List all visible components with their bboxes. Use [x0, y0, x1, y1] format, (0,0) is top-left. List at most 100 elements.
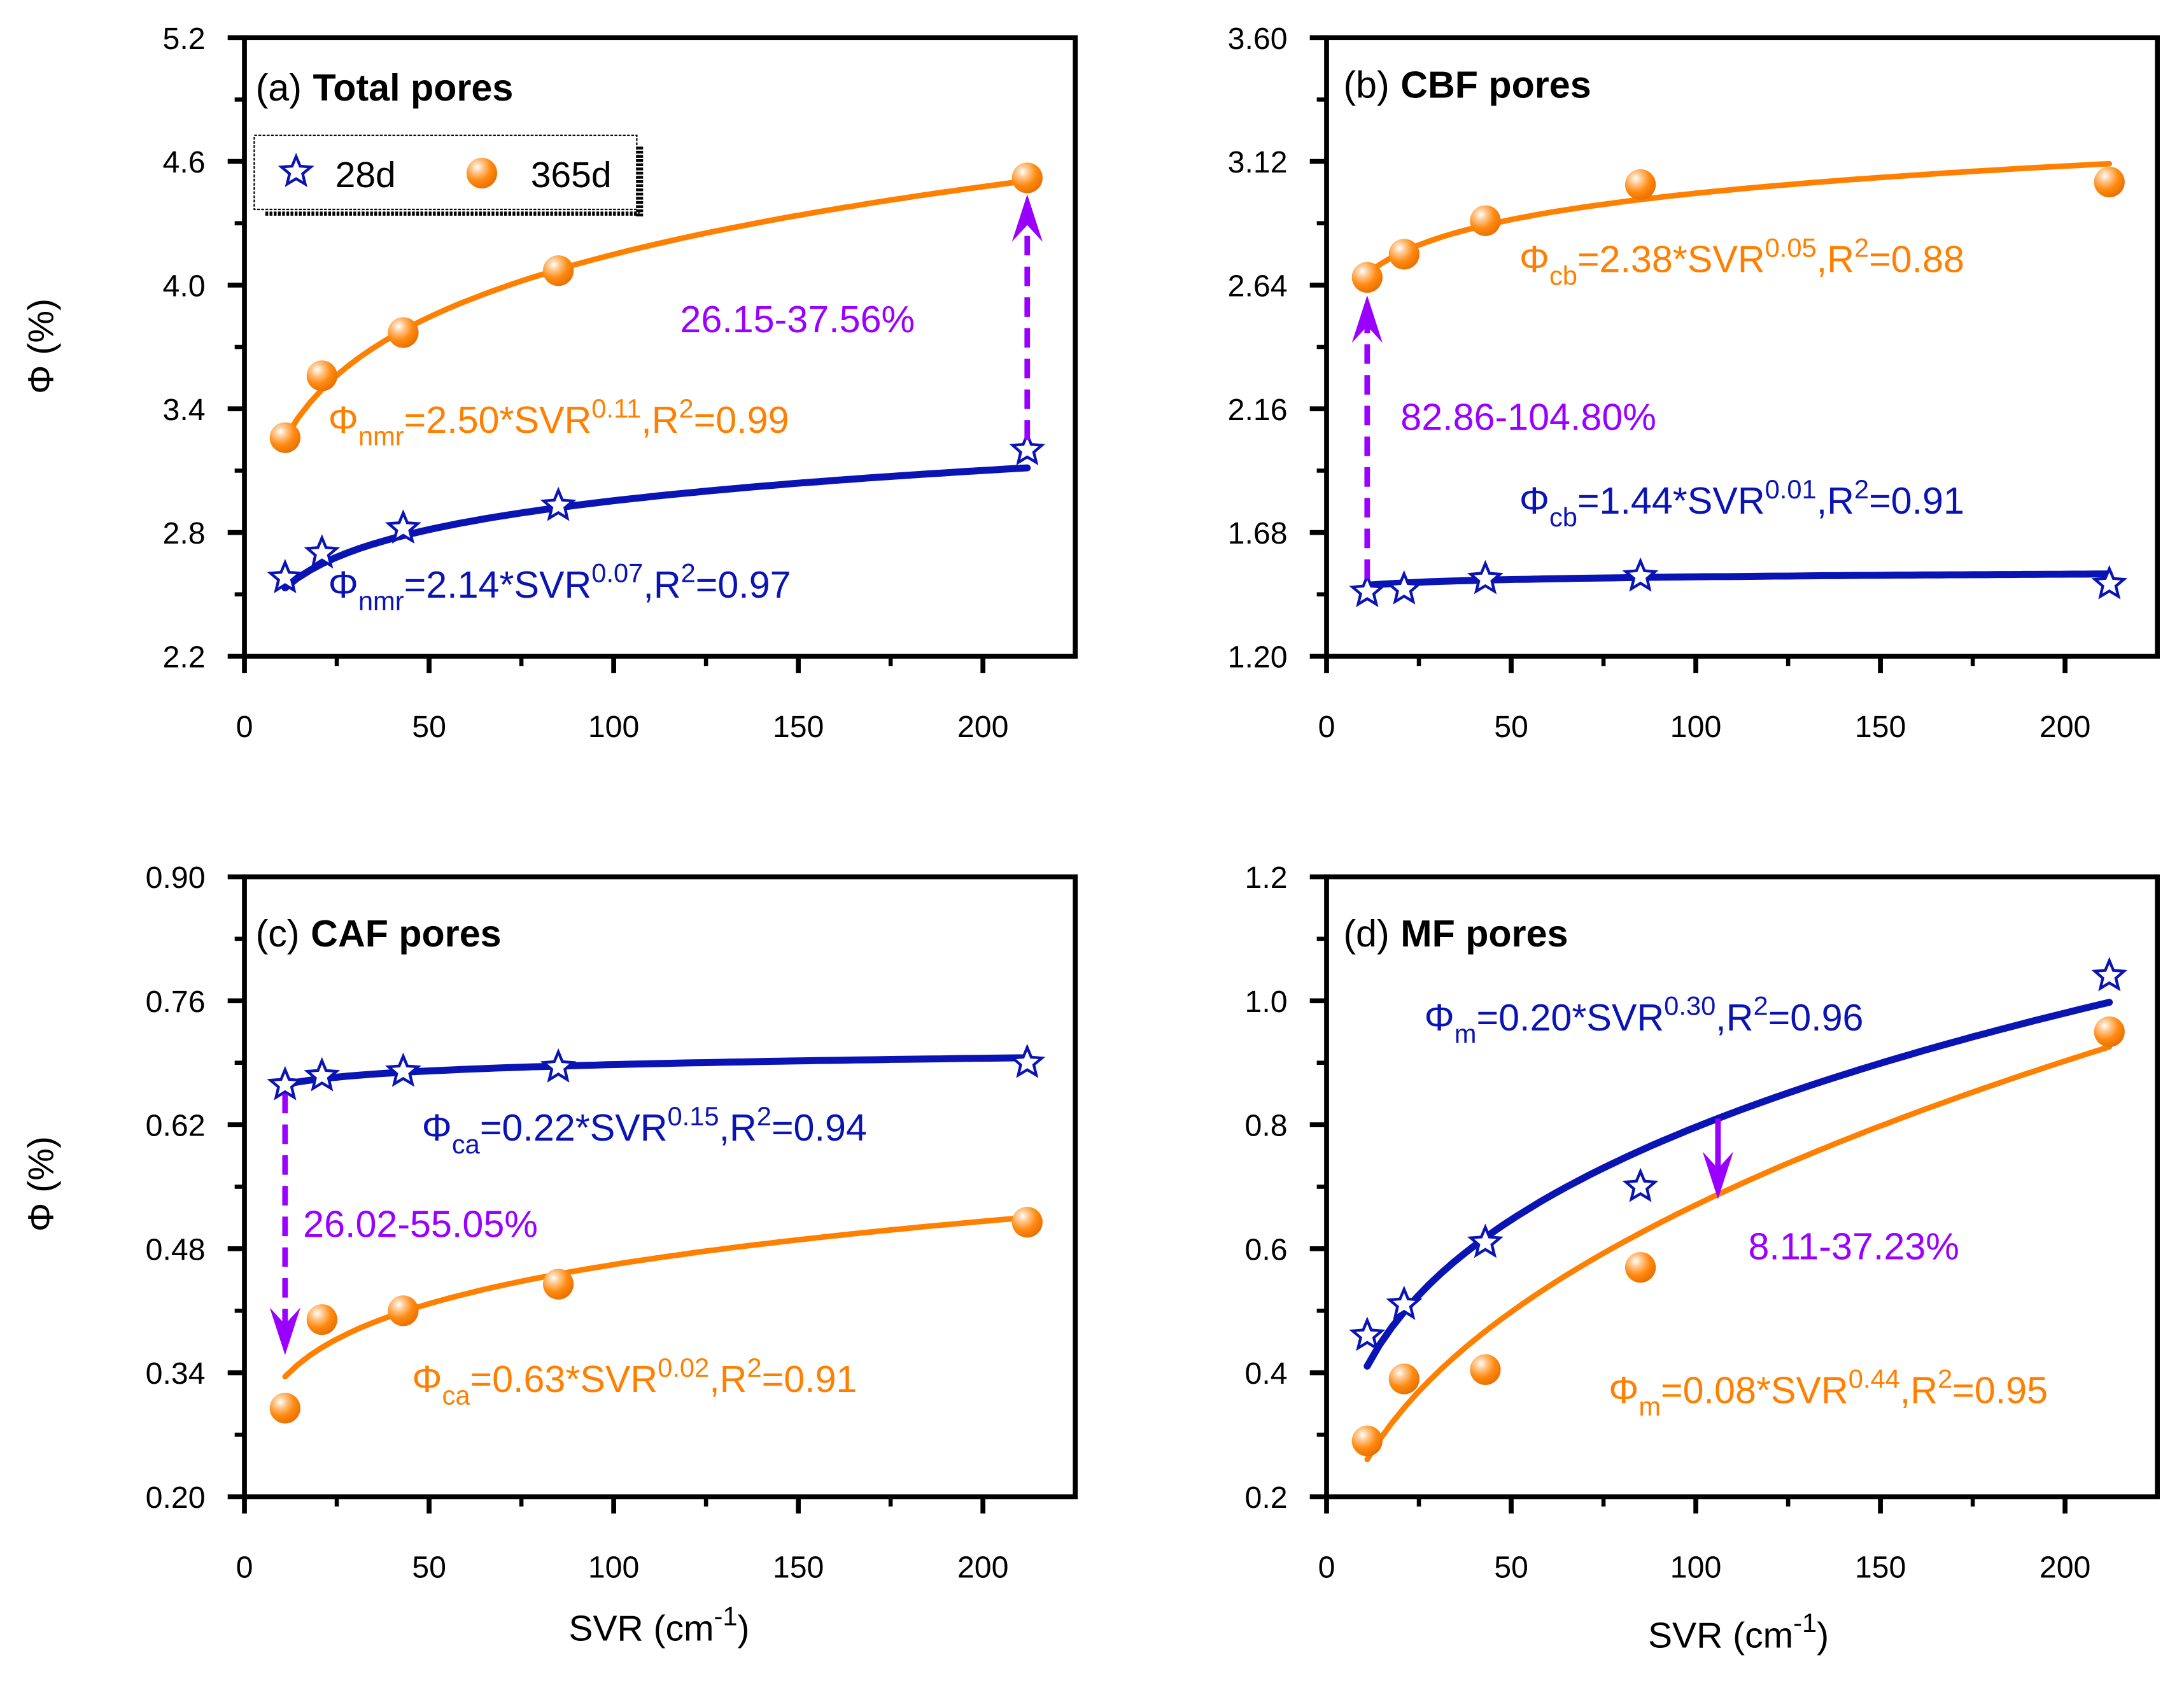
legend-box [253, 134, 638, 211]
data-point-star [1009, 1043, 1046, 1078]
eq-exp: 0.30 [1664, 991, 1715, 1021]
data-point-sphere [269, 422, 300, 453]
data-point-sphere [1011, 1207, 1043, 1238]
eq-sub: ca [442, 1381, 471, 1410]
x-axis-title-base: SVR (cm [1648, 1615, 1793, 1656]
plot-frame [1324, 35, 2160, 659]
data-point-sphere [1011, 162, 1043, 193]
x-axis-title-end: ) [738, 1608, 750, 1649]
fit-equation-365d: Φca=0.63*SVR0.02,R2=0.91 [412, 1353, 857, 1410]
eq-r-val: =0.96 [1768, 996, 1864, 1039]
x-axis-title: SVR (cm-1) [568, 1601, 749, 1649]
y-tick-label: 0.2 [1245, 1481, 1288, 1515]
eq-r: ,R [1900, 1368, 1938, 1411]
data-point-star [384, 1052, 421, 1087]
x-axis-title-sup: -1 [714, 1601, 738, 1631]
y-tick-label: 1.2 [1245, 861, 1288, 895]
data-point-star [1009, 431, 1046, 466]
data-point-sphere [1351, 262, 1383, 293]
eq-sub: m [1455, 1019, 1477, 1049]
x-tick-label: 100 [588, 710, 640, 744]
legend-label-28d: 28d [335, 155, 396, 195]
eq-body: =2.14*SVR [404, 563, 592, 606]
y-tick-label: 1.20 [1228, 640, 1288, 675]
y-tick-label: 2.2 [163, 640, 206, 675]
eq-r-sup: 2 [1854, 233, 1869, 263]
data-point-sphere [306, 1304, 337, 1335]
x-tick-label: 50 [1494, 710, 1528, 744]
plot-frame [1324, 874, 2160, 1500]
y-tick-label: 0.62 [146, 1109, 206, 1143]
eq-r-sup: 2 [679, 393, 694, 423]
panel-title: (a) Total pores [256, 66, 514, 109]
y-tick-label: 0.34 [146, 1356, 206, 1391]
eq-body: =0.22*SVR [480, 1106, 668, 1149]
panel-c: 0.20 0.34 0.48 0.62 0.76 0.90 0 50 100 150 200 SVR … [21, 861, 1078, 1649]
data-point-star [304, 534, 341, 569]
x-tick-label: 0 [236, 710, 253, 744]
y-axis-title: Φ (%) [21, 299, 62, 394]
eq-r-sup: 2 [757, 1101, 771, 1131]
data-point-sphere [2094, 1016, 2125, 1048]
eq-var: Φ [1425, 996, 1455, 1039]
eq-body: =0.20*SVR [1477, 996, 1665, 1039]
x-tick-label: 50 [412, 1551, 446, 1585]
data-point-sphere [2094, 166, 2125, 198]
data-point-star [384, 509, 421, 544]
eq-r: ,R [1817, 479, 1854, 522]
fit-equation-28d: Φm=0.20*SVR0.30,R2=0.96 [1425, 991, 1864, 1049]
panel-name: Total pores [313, 66, 514, 109]
annotation-arrow-head [1702, 1151, 1734, 1199]
eq-r: ,R [1715, 996, 1753, 1039]
legend-star-icon [278, 152, 314, 187]
y-tick-label: 1.0 [1245, 985, 1288, 1019]
y-tick-label: 2.64 [1228, 269, 1288, 303]
eq-sub: cb [1549, 260, 1577, 290]
panel-b: 1.20 1.68 2.16 2.64 3.12 3.60 0 50 100 150 200 (b) C… [1228, 22, 2160, 744]
eq-var: Φ [1609, 1368, 1638, 1411]
y-axis-title: Φ (%) [21, 1136, 62, 1232]
eq-body: =0.08*SVR [1661, 1368, 1849, 1411]
fit-equation-28d: Φcb=1.44*SVR0.01,R2=0.91 [1519, 474, 1964, 532]
y-tick-label: 2.8 [163, 516, 206, 551]
x-tick-label: 150 [1855, 1551, 1906, 1585]
data-point-sphere [542, 255, 574, 286]
panel-d: 0.2 0.4 0.6 0.8 1.0 1.2 0 50 100 150 200 SVR (cm-1)… [1245, 861, 2160, 1656]
panel-name: CAF pores [311, 912, 501, 955]
eq-var: Φ [328, 398, 358, 441]
data-point-star [1349, 573, 1386, 608]
fit-equation-28d: Φnmr=2.14*SVR0.07,R2=0.97 [328, 558, 791, 616]
x-tick-label: 150 [773, 710, 824, 744]
y-tick-label: 0.6 [1245, 1232, 1288, 1267]
annotation-text: 82.86-104.80% [1400, 396, 1656, 439]
legend-label-365d: 365d [531, 155, 612, 195]
panel-title: (b) CBF pores [1343, 64, 1591, 106]
eq-body: =0.63*SVR [470, 1358, 658, 1400]
eq-var: Φ [1519, 238, 1549, 281]
panel-letter: (c) [256, 912, 300, 955]
eq-r-val: =0.91 [1869, 479, 1964, 522]
eq-exp: 0.02 [658, 1353, 709, 1382]
panel-title: (c) CAF pores [256, 912, 502, 955]
fit-equation-365d: Φcb=2.38*SVR0.05,R2=0.88 [1519, 233, 1964, 291]
eq-r-val: =0.91 [762, 1358, 857, 1400]
eq-sub: m [1638, 1391, 1661, 1421]
x-tick-label: 0 [1318, 710, 1335, 744]
data-point-sphere [269, 1393, 300, 1424]
annotation-arrow-head [1011, 194, 1043, 242]
eq-r: ,R [643, 563, 680, 606]
x-axis-title-sup: -1 [1793, 1608, 1817, 1638]
annotation-arrow-head [269, 1307, 300, 1355]
fit-equation-28d: Φca=0.22*SVR0.15,R2=0.94 [422, 1101, 867, 1159]
eq-var: Φ [412, 1358, 442, 1400]
panel-name: CBF pores [1400, 64, 1591, 106]
y-tick-label: 4.6 [163, 145, 206, 179]
eq-var: Φ [328, 563, 358, 606]
y-tick-label: 0.4 [1245, 1356, 1288, 1391]
data-point-star [540, 486, 577, 521]
eq-r-val: =0.88 [1869, 238, 1964, 281]
annotation-text: 26.02-55.05% [303, 1202, 538, 1245]
data-point-sphere [306, 360, 337, 391]
y-tick-label: 0.76 [146, 985, 206, 1019]
